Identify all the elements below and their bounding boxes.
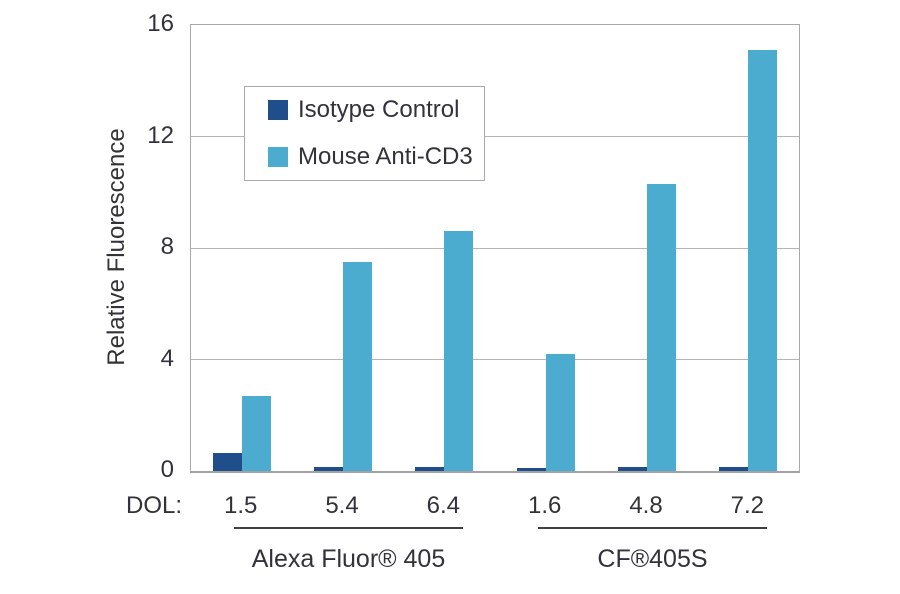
bar-group-dol-1.5 (212, 396, 271, 471)
legend: Isotype Control Mouse Anti-CD3 (244, 86, 485, 181)
legend-swatch-icon (268, 146, 288, 167)
legend-label: Mouse Anti-CD3 (298, 142, 473, 170)
bar-mouse-anti-cd3-dol-7.2 (748, 50, 778, 471)
bar-mouse-anti-cd3-dol-1.5 (241, 396, 271, 471)
y-tick-label-4: 4 (160, 344, 174, 372)
bar-mouse-anti-cd3-dol-5.4 (343, 262, 372, 471)
dol-axis-prefix: DOL: (125, 492, 182, 519)
dol-value-7.2: 7.2 (730, 492, 765, 519)
bar-group-dol-7.2 (719, 50, 778, 471)
dye-group-label: CF®405S (597, 545, 708, 573)
legend-item: Isotype Control (268, 87, 484, 134)
bar-group-dol-5.4 (314, 262, 372, 471)
bar-isotype-control-dol-4.8 (618, 467, 647, 471)
gridline-y-8 (191, 247, 799, 249)
bar-mouse-anti-cd3-dol-6.4 (444, 231, 474, 471)
bar-isotype-control-dol-1.5 (212, 453, 242, 471)
bar-group-dol-6.4 (415, 231, 474, 471)
bar-mouse-anti-cd3-dol-1.6 (545, 354, 575, 471)
bar-isotype-control-dol-7.2 (719, 467, 749, 471)
gridline-y-12 (191, 136, 799, 137)
gridline-y-4 (191, 359, 799, 360)
legend-item: Mouse Anti-CD3 (268, 134, 484, 181)
bar-mouse-anti-cd3-dol-4.8 (647, 184, 676, 471)
dol-value-6.4: 6.4 (426, 492, 461, 519)
y-tick-label-0: 0 (160, 456, 174, 483)
y-tick-label-12: 12 (147, 121, 174, 149)
dol-value-1.6: 1.6 (527, 492, 562, 519)
dol-value-5.4: 5.4 (325, 492, 359, 519)
bar-group-dol-1.6 (516, 354, 575, 471)
dol-value-1.5: 1.5 (223, 492, 258, 519)
y-tick-label-16: 16 (147, 10, 174, 37)
bar-isotype-control-dol-1.6 (516, 468, 546, 471)
dye-group-underline (233, 527, 464, 529)
dol-value-4.8: 4.8 (629, 492, 663, 519)
dye-group-label: Alexa Fluor® 405 (251, 545, 446, 573)
bar-isotype-control-dol-5.4 (314, 467, 343, 471)
bar-isotype-control-dol-6.4 (415, 467, 445, 471)
y-tick-label-8: 8 (160, 233, 174, 260)
legend-label: Isotype Control (298, 96, 460, 124)
dye-group-underline (537, 527, 768, 529)
bar-group-dol-4.8 (618, 184, 676, 471)
legend-swatch-icon (268, 100, 288, 121)
